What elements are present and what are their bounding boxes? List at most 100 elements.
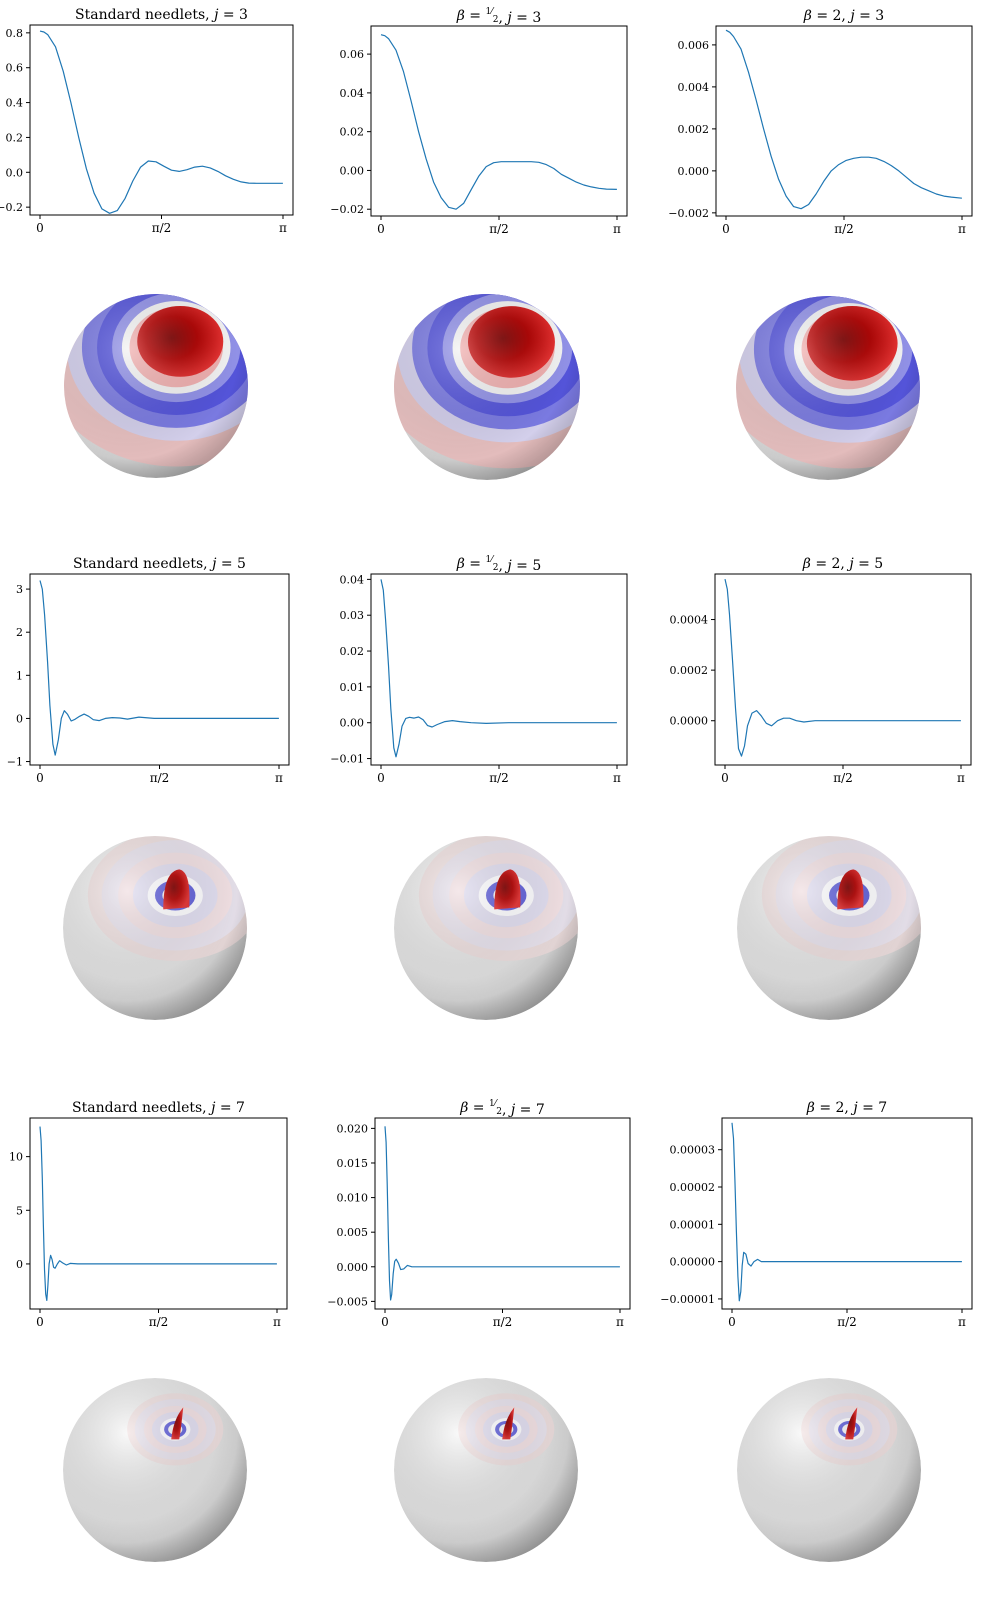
x-tick-label: 0	[36, 221, 44, 235]
y-tick-label: 0.010	[337, 1192, 369, 1205]
x-tick-label: π	[958, 222, 966, 236]
series-line	[39, 1126, 277, 1302]
y-tick-label: 0.006	[678, 39, 710, 52]
axes-frame	[721, 1117, 973, 1310]
x-tick-label: π/2	[834, 222, 854, 236]
y-tick-label: 0.000	[678, 165, 710, 178]
chart-panel: 0 π/2 π 0.006 0.004 0.002 0.000 −0.002 β = 2, j …	[668, 8, 973, 236]
y-tick-label: 0.2	[6, 131, 24, 144]
x-tick-label: 0	[36, 1315, 44, 1329]
y-tick-label: 0.000	[337, 1261, 369, 1274]
y-tick-label: 5	[16, 1204, 23, 1217]
y-tick-label: 0.00003	[670, 1144, 716, 1157]
x-tick-label: π	[958, 1315, 966, 1329]
y-tick-label: 0.04	[340, 87, 365, 100]
chart-panel: 0 π/2 π 0.00003 0.00002 0.00001 0.00000 −0.0000…	[660, 1100, 973, 1329]
series-line	[384, 1126, 620, 1301]
y-tick-label: −0.00001	[660, 1293, 715, 1306]
y-tick-label: −0.005	[327, 1295, 368, 1308]
y-tick-label: 10	[9, 1151, 23, 1164]
axes-frame	[715, 25, 973, 217]
y-tick-label: 0.002	[678, 123, 710, 136]
axes-frame	[374, 1117, 631, 1310]
chart-title: Standard needlets, j = 5	[73, 556, 246, 572]
x-tick-label: π	[616, 1315, 624, 1329]
y-tick-label: −0.02	[330, 203, 364, 216]
y-tick-label: 0.02	[340, 645, 365, 658]
y-tick-label: 0.0000	[670, 715, 709, 728]
x-tick-label: 0	[36, 771, 44, 785]
y-tick-label: 0.01	[340, 681, 365, 694]
chart-title: β = 2, j = 7	[806, 1100, 887, 1116]
x-tick-label: π	[275, 771, 283, 785]
axes-frame	[714, 573, 972, 766]
y-tick-label: 0	[16, 1258, 23, 1271]
chart-title: β = 1⁄2, j = 3	[456, 7, 542, 26]
y-tick-label: 0.00000	[670, 1256, 716, 1269]
chart-panel: 0 π/2 π 0.8 0.6 0.4 0.2 0.0 −0.2 Standard needlet…	[0, 7, 294, 235]
x-tick-label: 0	[728, 1315, 736, 1329]
axes-frame	[370, 25, 628, 217]
y-tick-label: 0.005	[337, 1226, 369, 1239]
chart-title: β = 2, j = 3	[803, 8, 884, 24]
chart-title: β = 1⁄2, j = 7	[459, 1099, 545, 1118]
needlet-sphere	[394, 836, 578, 1020]
series-line	[39, 30, 283, 214]
x-tick-label: 0	[381, 1315, 389, 1329]
x-tick-label: π	[613, 222, 621, 236]
series-line	[725, 29, 962, 210]
y-tick-label: 0.00001	[670, 1218, 716, 1231]
y-tick-label: −0.01	[330, 753, 364, 766]
peak-blob	[467, 306, 555, 378]
chart-panel: 0 π/2 π 0.06 0.04 0.02 0.00 −0.02 β = 1⁄2, j = 3	[330, 7, 628, 236]
y-tick-label: 0.00	[340, 164, 365, 177]
y-tick-label: 0.04	[340, 573, 365, 586]
series-line	[724, 578, 961, 757]
series-line	[380, 34, 617, 210]
x-tick-label: π	[613, 771, 621, 785]
x-tick-label: 0	[722, 222, 730, 236]
needlet-sphere	[64, 294, 248, 478]
series-line	[39, 580, 279, 756]
y-tick-label: 0.00	[340, 717, 365, 730]
y-tick-label: 0.0002	[670, 664, 709, 677]
x-tick-label: 0	[377, 771, 385, 785]
y-tick-label: 0.00002	[670, 1181, 716, 1194]
y-tick-label: −0.002	[668, 207, 709, 220]
y-tick-label: 0.06	[340, 48, 365, 61]
axes-frame	[29, 1117, 288, 1310]
peak-blob	[806, 306, 898, 381]
chart-panel: 0 π/2 π 3 2 1 0 −1 Standard needlets, j = 5	[7, 556, 290, 785]
series-line	[731, 1122, 962, 1302]
needlet-sphere	[394, 1378, 578, 1562]
x-tick-label: π	[279, 221, 287, 235]
x-tick-label: π/2	[833, 771, 853, 785]
needlet-sphere	[63, 1378, 247, 1562]
chart-title: β = 2, j = 5	[802, 556, 883, 572]
y-tick-label: 0.6	[6, 62, 24, 75]
chart-panel: 0 π/2 π 0.0004 0.0002 0.0000 β = 2, j = 5	[670, 556, 972, 785]
y-tick-label: 0.02	[340, 126, 365, 139]
axes-frame	[370, 573, 628, 766]
x-tick-label: π/2	[150, 771, 170, 785]
chart-panel: 0 π/2 π 10 5 0 Standard needlets, j = 7	[9, 1100, 288, 1329]
chart-panel: 0 π/2 π 0.020 0.015 0.010 0.005 0.000 −0.005 β = …	[327, 1099, 631, 1329]
x-tick-label: π/2	[493, 1315, 513, 1329]
axes-frame	[29, 573, 290, 766]
y-tick-label: 0.0	[6, 166, 24, 179]
x-tick-label: π/2	[489, 222, 509, 236]
needlet-sphere	[737, 1378, 921, 1562]
x-tick-label: 0	[721, 771, 729, 785]
peak-blob	[137, 305, 224, 377]
chart-title: Standard needlets, j = 3	[75, 7, 248, 23]
y-tick-label: 0.0004	[670, 614, 709, 627]
needlet-sphere	[63, 836, 247, 1020]
y-tick-label: −1	[7, 756, 23, 769]
y-tick-label: 3	[16, 583, 23, 596]
axes-frame	[29, 24, 294, 216]
x-tick-label: 0	[377, 222, 385, 236]
series-line	[380, 579, 617, 758]
y-tick-label: 2	[16, 626, 23, 639]
x-tick-label: π/2	[837, 1315, 857, 1329]
